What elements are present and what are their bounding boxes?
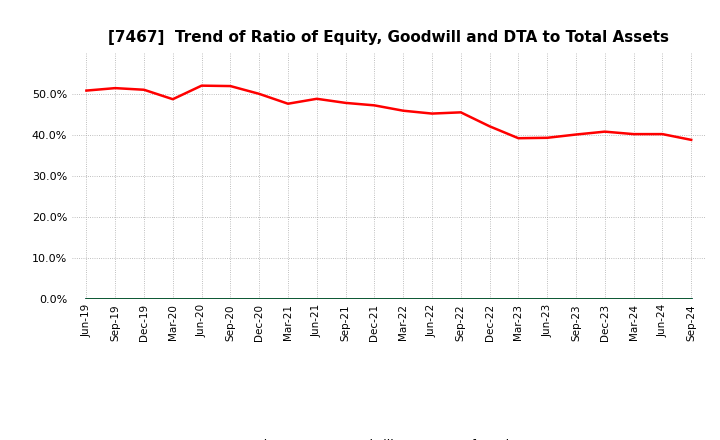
Deferred Tax Assets [370, 297, 379, 302]
Equity [111, 85, 120, 91]
Goodwill [255, 297, 264, 302]
Equity [514, 136, 523, 141]
Goodwill [341, 297, 350, 302]
Goodwill [168, 297, 177, 302]
Goodwill [658, 297, 667, 302]
Title: [7467]  Trend of Ratio of Equity, Goodwill and DTA to Total Assets: [7467] Trend of Ratio of Equity, Goodwil… [108, 29, 670, 45]
Goodwill [399, 297, 408, 302]
Deferred Tax Assets [629, 297, 638, 302]
Deferred Tax Assets [140, 297, 148, 302]
Goodwill [312, 297, 321, 302]
Goodwill [687, 297, 696, 302]
Goodwill [572, 297, 580, 302]
Line: Equity: Equity [86, 86, 691, 140]
Equity [341, 100, 350, 106]
Goodwill [600, 297, 609, 302]
Equity [543, 135, 552, 140]
Equity [226, 84, 235, 89]
Legend: Equity, Goodwill, Deferred Tax Assets: Equity, Goodwill, Deferred Tax Assets [194, 433, 583, 440]
Deferred Tax Assets [82, 297, 91, 302]
Deferred Tax Assets [111, 297, 120, 302]
Deferred Tax Assets [197, 297, 206, 302]
Equity [312, 96, 321, 102]
Equity [658, 132, 667, 137]
Goodwill [629, 297, 638, 302]
Deferred Tax Assets [341, 297, 350, 302]
Deferred Tax Assets [572, 297, 580, 302]
Deferred Tax Assets [168, 297, 177, 302]
Goodwill [284, 297, 292, 302]
Goodwill [82, 297, 91, 302]
Equity [370, 103, 379, 108]
Equity [399, 108, 408, 114]
Goodwill [140, 297, 148, 302]
Deferred Tax Assets [399, 297, 408, 302]
Deferred Tax Assets [284, 297, 292, 302]
Equity [284, 101, 292, 106]
Deferred Tax Assets [600, 297, 609, 302]
Goodwill [456, 297, 465, 302]
Equity [140, 87, 148, 92]
Equity [168, 96, 177, 102]
Deferred Tax Assets [255, 297, 264, 302]
Equity [456, 110, 465, 115]
Goodwill [370, 297, 379, 302]
Goodwill [428, 297, 436, 302]
Deferred Tax Assets [456, 297, 465, 302]
Equity [629, 132, 638, 137]
Equity [197, 83, 206, 88]
Deferred Tax Assets [485, 297, 494, 302]
Deferred Tax Assets [658, 297, 667, 302]
Deferred Tax Assets [428, 297, 436, 302]
Deferred Tax Assets [543, 297, 552, 302]
Equity [600, 129, 609, 134]
Goodwill [543, 297, 552, 302]
Deferred Tax Assets [687, 297, 696, 302]
Goodwill [514, 297, 523, 302]
Goodwill [226, 297, 235, 302]
Equity [82, 88, 91, 93]
Deferred Tax Assets [226, 297, 235, 302]
Equity [428, 111, 436, 116]
Goodwill [197, 297, 206, 302]
Deferred Tax Assets [312, 297, 321, 302]
Equity [485, 124, 494, 129]
Equity [255, 91, 264, 96]
Goodwill [485, 297, 494, 302]
Goodwill [111, 297, 120, 302]
Equity [572, 132, 580, 137]
Equity [687, 137, 696, 143]
Deferred Tax Assets [514, 297, 523, 302]
